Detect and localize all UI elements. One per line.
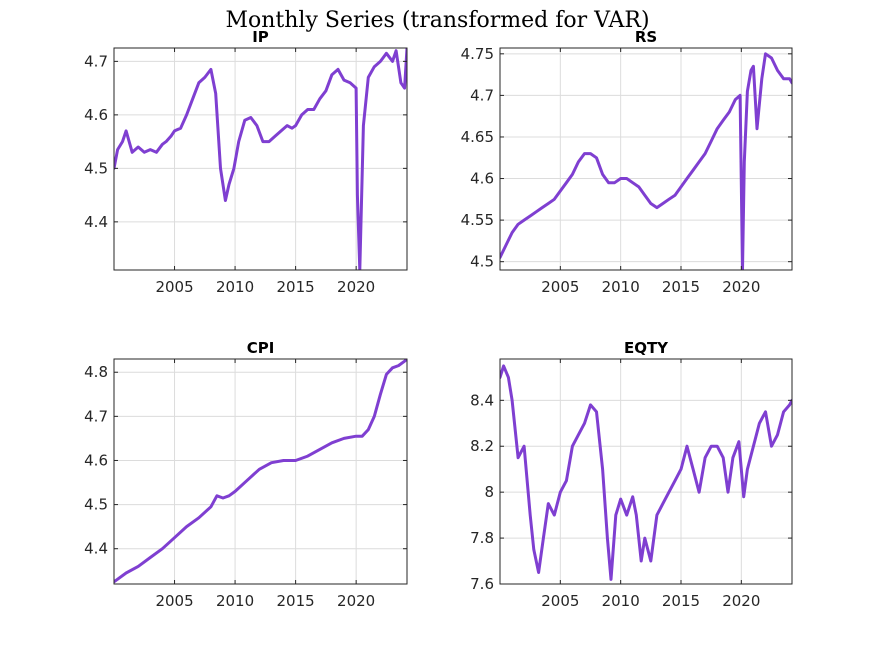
- rs-ytick-label: 4.7: [470, 86, 494, 104]
- rs-series-line: [500, 52, 792, 270]
- eqty-xtick-label: 2020: [722, 592, 760, 610]
- ip-xtick-label: 2015: [277, 278, 315, 296]
- rs-axes-title: RS: [635, 28, 657, 46]
- rs-ytick-label: 4.6: [470, 170, 494, 188]
- rs-ytick-label: 4.65: [461, 128, 494, 146]
- rs-xtick-label: 2020: [722, 278, 760, 296]
- rs-axes-frame: [499, 47, 793, 271]
- ip-series-line: [114, 48, 407, 270]
- rs-ytick-label: 4.5: [470, 253, 494, 271]
- cpi-xtick-label: 2015: [277, 592, 315, 610]
- ip-axes-frame: [113, 47, 408, 271]
- cpi-xtick-label: 2010: [216, 592, 254, 610]
- cpi-ytick-label: 4.8: [84, 363, 108, 381]
- eqty-ytick-label: 8: [484, 483, 494, 501]
- ip-axes: 2005 2010 2015 2020 4.4 4.5 4.6 4.7 IP: [84, 28, 408, 296]
- cpi-ytick-label: 4.6: [84, 451, 108, 469]
- rs-axes: 2005 2010 2015 2020 4.5 4.55 4.6 4.65 4.7 4.75 RS: [461, 28, 793, 296]
- ip-axes-title: IP: [252, 28, 269, 46]
- rs-ytick-label: 4.55: [461, 211, 494, 229]
- figure-suptitle: Monthly Series (transformed for VAR): [225, 8, 650, 33]
- ip-xtick-label: 2005: [155, 278, 193, 296]
- cpi-xtick-label: 2020: [337, 592, 375, 610]
- ip-ytick-label: 4.7: [84, 52, 108, 70]
- ip-xtick-label: 2010: [216, 278, 254, 296]
- cpi-ytick-label: 4.4: [84, 540, 108, 558]
- cpi-ytick-label: 4.7: [84, 407, 108, 425]
- cpi-ytick-label: 4.5: [84, 496, 108, 514]
- cpi-axes-frame: [113, 358, 408, 585]
- eqty-axes-frame: [499, 358, 793, 585]
- eqty-axes: 2005 2010 2015 2020 7.6 7.8 8 8.2 8.4 EQTY: [470, 339, 793, 610]
- rs-xtick-label: 2010: [602, 278, 640, 296]
- eqty-axes-title: EQTY: [624, 339, 669, 357]
- ip-ytick-label: 4.5: [84, 159, 108, 177]
- eqty-xtick-label: 2015: [662, 592, 700, 610]
- cpi-xtick-label: 2005: [155, 592, 193, 610]
- ip-ytick-label: 4.6: [84, 106, 108, 124]
- cpi-axes-title: CPI: [247, 339, 275, 357]
- eqty-ytick-label: 7.6: [470, 575, 494, 593]
- eqty-ytick-label: 8.2: [470, 437, 494, 455]
- eqty-series-line: [500, 364, 792, 581]
- rs-ytick-label: 4.75: [461, 45, 494, 63]
- cpi-axes: 2005 2010 2015 2020 4.4 4.5 4.6 4.7 4.8 CPI: [84, 339, 408, 610]
- eqty-xtick-label: 2010: [602, 592, 640, 610]
- eqty-ytick-label: 7.8: [470, 529, 494, 547]
- rs-xtick-label: 2015: [662, 278, 700, 296]
- eqty-xtick-label: 2005: [541, 592, 579, 610]
- ip-xtick-label: 2020: [337, 278, 375, 296]
- rs-xtick-label: 2005: [541, 278, 579, 296]
- ip-ytick-label: 4.4: [84, 213, 108, 231]
- eqty-ytick-label: 8.4: [470, 391, 494, 409]
- cpi-series-line: [114, 359, 407, 584]
